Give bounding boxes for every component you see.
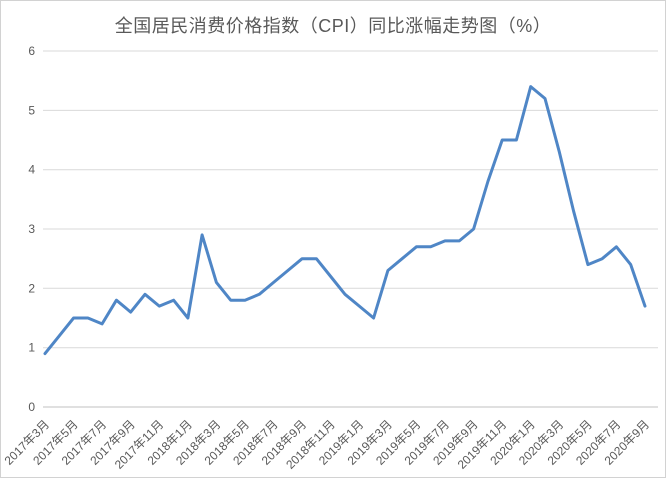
y-axis-tick-label: 0 <box>28 400 35 414</box>
y-axis-tick-label: 2 <box>28 281 35 295</box>
y-axis-tick-label: 3 <box>28 222 35 236</box>
y-axis-tick-label: 5 <box>28 103 35 117</box>
y-axis-tick-label: 4 <box>28 163 35 177</box>
y-axis-tick-label: 1 <box>28 341 35 355</box>
cpi-series-line <box>43 85 647 356</box>
y-axis-tick-label: 6 <box>28 44 35 58</box>
chart-title: 全国居民消费价格指数（CPI）同比涨幅走势图（%） <box>114 16 552 36</box>
